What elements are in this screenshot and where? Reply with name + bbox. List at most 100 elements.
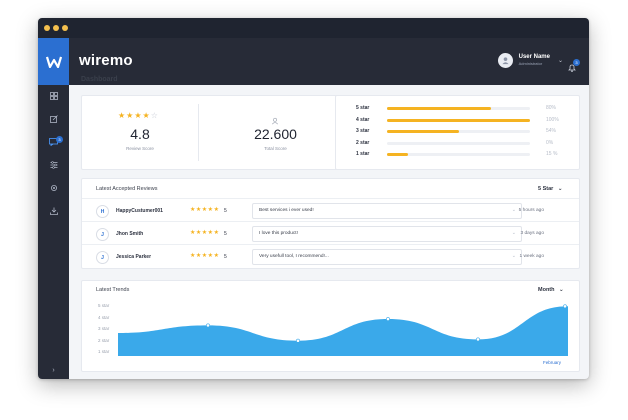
sidebar-item-download[interactable] (38, 202, 69, 220)
trend-point[interactable] (563, 304, 567, 309)
star-filled-icon: ★ (207, 207, 214, 213)
chevron-down-icon[interactable]: ⌄ (557, 57, 563, 64)
trend-point[interactable] (476, 337, 480, 342)
review-text-dropdown[interactable]: Very usefull tool, I recommend!... ⌄ (252, 249, 522, 265)
star-filled-icon: ★ (201, 230, 208, 236)
rating-bar-track (387, 153, 530, 156)
rating-percent: 100% (546, 116, 559, 123)
sidebar-item-settings-sliders[interactable] (38, 156, 69, 174)
reviewer-name: Jhon Smith (116, 231, 144, 237)
user-icon (501, 56, 509, 64)
window-dot[interactable] (44, 25, 50, 31)
review-row[interactable]: J Jessica Parker ★ ★ ★ ★ ★ 5 Very usefull tool, … (82, 247, 549, 269)
trend-point[interactable] (206, 323, 210, 328)
y-tick-label: 1 star (98, 349, 110, 354)
review-text: Very usefull tool, I recommend!... (259, 254, 329, 259)
sliders-icon (50, 161, 57, 169)
review-text-dropdown[interactable]: I love this product! ⌄ (252, 226, 522, 242)
reviewer-name: Jessica Parker (116, 254, 152, 260)
chevron-down-icon: ⌄ (557, 186, 563, 192)
trend-point[interactable] (296, 338, 300, 343)
rating-label: 2 star (356, 139, 370, 146)
review-rating-number: 5 (224, 231, 227, 237)
review-text: I love this product! (259, 231, 298, 236)
sidebar-collapse-button[interactable]: › (38, 361, 69, 379)
star-filled-icon: ★ (207, 253, 214, 259)
trend-area (118, 306, 568, 356)
sidebar-badge: 3 (56, 136, 63, 143)
trends-chart (118, 304, 568, 356)
reviewer-avatar: H (96, 205, 109, 218)
rating-bar-track (387, 130, 530, 133)
rating-bar-fill (387, 153, 409, 156)
total-score-value: 22.600 (254, 126, 297, 142)
review-stars: ★ ★ ★ ★ ★ (190, 253, 219, 259)
review-time: 1 week ago (519, 254, 544, 259)
reviews-filter-dropdown[interactable]: 5 Star ⌄ (538, 186, 562, 192)
chevron-down-icon: ⌄ (511, 230, 516, 236)
chevron-right-icon: › (52, 366, 55, 374)
review-time: 5 hours ago (518, 208, 544, 213)
star-filled-icon: ★ (190, 253, 196, 259)
user-menu[interactable]: User Name Administrator ⌄ (497, 48, 563, 72)
trends-title: Latest Trends (96, 287, 130, 293)
rating-percent: 15 % (546, 151, 558, 157)
star-filled-icon: ★ (142, 111, 150, 120)
rating-percent: 0% (546, 139, 554, 146)
window-dot[interactable] (53, 25, 59, 31)
sidebar-item-edit[interactable] (38, 110, 69, 128)
chevron-down-icon: ⌄ (559, 287, 564, 293)
reviews-filter-value: 5 Star (538, 186, 554, 192)
star-filled-icon: ★ (213, 230, 219, 236)
chevron-down-icon: ⌄ (511, 207, 516, 213)
sidebar: 3 › (38, 85, 69, 379)
latest-trends-card: Latest Trends Month ⌄ 5 star 4 star 3 star… (81, 280, 580, 372)
sidebar-item-reviews[interactable]: 3 (38, 133, 69, 151)
app-header: wiremo User Name Administrator ⌄ 3 (38, 38, 589, 85)
sidebar-item-settings[interactable] (38, 179, 69, 197)
star-empty-icon: ☆ (150, 111, 158, 120)
star-filled-icon: ★ (207, 230, 214, 236)
logo[interactable] (38, 38, 69, 85)
download-icon (49, 207, 58, 215)
star-filled-icon: ★ (195, 253, 202, 259)
trend-point[interactable] (386, 317, 390, 321)
chevron-down-icon: ⌄ (511, 253, 516, 259)
review-score-label: Review Score (126, 146, 154, 151)
window-dot[interactable] (62, 25, 68, 31)
star-filled-icon: ★ (190, 230, 196, 236)
trends-filter-dropdown[interactable]: Month ⌄ (538, 287, 564, 293)
review-row[interactable]: H HappyCustumer001 ★ ★ ★ ★ ★ 5 Best services i e… (82, 201, 549, 223)
star-filled-icon: ★ (195, 207, 202, 213)
review-text-dropdown[interactable]: Best services i ever used! ⌄ (252, 203, 522, 219)
rating-bar-track (387, 118, 530, 122)
app-window: wiremo User Name Administrator ⌄ 3 (38, 18, 589, 379)
sidebar-item-dashboard[interactable] (38, 87, 69, 105)
total-score-label: Total Score (264, 146, 287, 151)
reviews-title: Latest Accepted Reviews (96, 186, 158, 192)
notifications-button[interactable]: 3 (566, 59, 580, 74)
user-name: User Name (518, 54, 550, 60)
y-tick-label: 4 star (98, 314, 110, 320)
grid-icon (49, 92, 58, 100)
user-role: Administrator (518, 61, 543, 66)
logo-icon (45, 56, 62, 68)
review-rating-number: 5 (224, 254, 227, 260)
star-filled-icon: ★ (201, 253, 208, 259)
review-row[interactable]: J Jhon Smith ★ ★ ★ ★ ★ 5 I love this product! ⌄ 3 … (82, 224, 549, 246)
rating-label: 5 star (356, 105, 370, 111)
user-icon (271, 112, 279, 130)
page-title: Dashboard (81, 76, 118, 83)
star-filled-icon: ★ (213, 253, 219, 259)
reviewer-name: HappyCustumer001 (116, 208, 163, 214)
star-filled-icon: ★ (213, 207, 219, 213)
window-titlebar (38, 18, 589, 38)
trends-y-axis: 5 star 4 star 3 star 2 star 1 star (98, 303, 118, 359)
rating-percent: 80% (546, 105, 557, 111)
review-rating-number: 5 (224, 208, 227, 214)
rating-row: 4 star 100% (356, 116, 576, 126)
review-divider (82, 244, 579, 245)
reviews-divider (82, 198, 579, 199)
review-text: Best services i ever used! (259, 208, 314, 213)
rating-row: 1 star 15 % (356, 150, 576, 160)
